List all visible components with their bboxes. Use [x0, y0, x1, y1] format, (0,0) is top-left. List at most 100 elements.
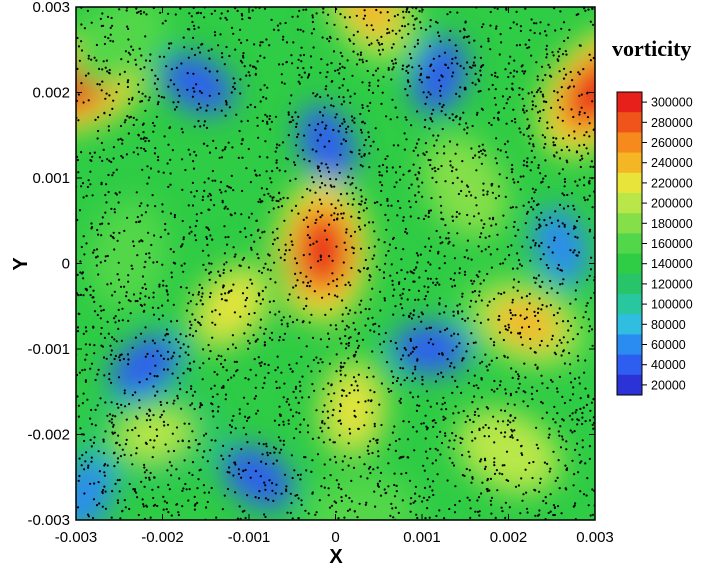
particle-point [352, 34, 355, 37]
particle-point [472, 64, 475, 67]
particle-point [563, 185, 566, 188]
particle-point [230, 289, 233, 292]
particle-point [298, 412, 301, 415]
x-tick-label: 0.001 [403, 529, 441, 546]
particle-point [458, 118, 462, 121]
particle-point [459, 64, 462, 68]
particle-point [191, 204, 195, 207]
particle-point [424, 269, 427, 272]
particle-point [130, 454, 133, 457]
particle-point [181, 188, 184, 191]
particle-point [193, 195, 196, 198]
particle-point [135, 63, 138, 66]
particle-point [307, 512, 310, 515]
particle-point [545, 263, 548, 267]
particle-point [373, 330, 376, 333]
particle-point [187, 56, 190, 59]
particle-point [540, 241, 543, 245]
particle-point [319, 358, 322, 361]
particle-point [136, 254, 139, 257]
particle-point [536, 367, 539, 370]
particle-point [220, 156, 224, 159]
particle-point [555, 137, 558, 140]
particle-point [223, 207, 226, 210]
particle-point [584, 359, 587, 362]
particle-point [274, 447, 277, 450]
particle-point [113, 208, 116, 211]
particle-point [535, 228, 538, 231]
particle-point [209, 194, 212, 197]
particle-point [223, 263, 226, 266]
particle-point [584, 462, 587, 465]
particle-point [266, 122, 269, 125]
particle-point [99, 17, 102, 20]
particle-point [334, 461, 338, 464]
particle-point [276, 166, 279, 170]
particle-point [493, 341, 496, 344]
particle-point [266, 451, 269, 454]
particle-point [588, 274, 591, 277]
particle-point [380, 351, 383, 354]
particle-point [265, 187, 268, 191]
particle-point [444, 305, 447, 308]
particle-point [438, 55, 441, 58]
particle-point [138, 381, 141, 384]
particle-point [274, 369, 277, 372]
particle-point [341, 468, 344, 471]
particle-point [547, 436, 550, 439]
particle-point [259, 318, 262, 321]
particle-point [559, 10, 562, 13]
particle-point [283, 332, 287, 335]
particle-point [341, 313, 344, 316]
particle-point [327, 332, 330, 335]
particle-point [536, 111, 540, 114]
particle-point [147, 296, 151, 299]
particle-point [278, 405, 281, 408]
particle-point [260, 271, 264, 274]
particle-point [123, 285, 126, 288]
particle-point [573, 504, 576, 507]
particle-point [518, 127, 521, 130]
particle-point [147, 231, 150, 234]
particle-point [414, 377, 417, 380]
particle-point [356, 30, 359, 33]
particle-point [319, 426, 322, 429]
particle-point [79, 260, 82, 263]
particle-point [565, 159, 568, 162]
particle-point [135, 221, 138, 224]
particle-point [189, 404, 192, 407]
particle-point [245, 74, 248, 77]
particle-point [370, 24, 373, 27]
particle-point [290, 209, 293, 212]
particle-point [576, 184, 579, 187]
particle-point [286, 322, 289, 325]
particle-point [317, 260, 320, 263]
particle-point [297, 497, 300, 500]
particle-point [512, 21, 515, 24]
particle-point [387, 219, 390, 222]
particle-point [258, 362, 261, 365]
particle-point [560, 95, 564, 98]
particle-point [309, 189, 312, 192]
particle-point [373, 201, 376, 204]
particle-point [490, 224, 493, 227]
particle-point [474, 341, 477, 344]
particle-point [96, 83, 99, 86]
particle-point [348, 427, 351, 431]
particle-point [398, 438, 401, 441]
particle-point [93, 482, 96, 485]
particle-point [394, 171, 398, 174]
particle-point [429, 263, 432, 266]
particle-point [291, 370, 294, 373]
particle-point [428, 249, 432, 252]
particle-point [367, 88, 370, 92]
particle-point [302, 218, 305, 221]
particle-point [354, 328, 357, 331]
particle-point [534, 244, 537, 247]
particle-point [97, 116, 100, 119]
particle-point [118, 359, 122, 362]
particle-point [477, 414, 480, 417]
particle-point [406, 271, 409, 274]
particle-point [510, 244, 513, 247]
particle-point [564, 464, 567, 467]
